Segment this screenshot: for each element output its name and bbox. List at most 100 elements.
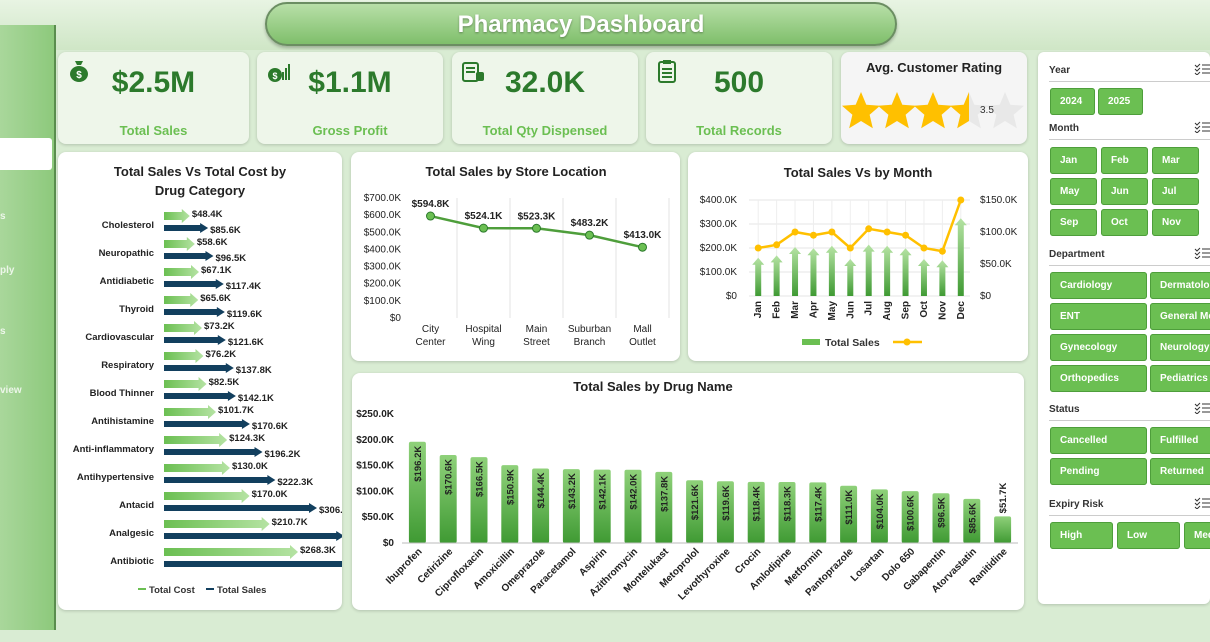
slicer-month-jul[interactable]: Jul	[1152, 178, 1199, 205]
sales-bar	[752, 257, 765, 296]
kpi-total-records: 500 Total Records	[646, 52, 832, 144]
nav-item-1[interactable]: s	[0, 211, 6, 222]
sales-bar	[164, 251, 214, 261]
chart-card-drug-name: Total Sales by Drug Name $0 $50.0K $100.0K $…	[352, 373, 1024, 610]
multi-select-icon[interactable]	[1194, 402, 1210, 414]
nav-active-item[interactable]	[0, 138, 52, 170]
chart-title: Total Sales Vs by Month	[784, 165, 933, 180]
category-label: Antihistamine	[91, 416, 154, 427]
category-label: Respiratory	[101, 360, 155, 371]
slicer-month-nov[interactable]: Nov	[1152, 209, 1199, 236]
nav-item-4[interactable]: view	[0, 385, 22, 396]
data-label: $111.0K	[844, 490, 855, 525]
data-label: $144.4K	[536, 472, 547, 508]
filter-panel: Year 2024 2025 Month Jan Feb Mar May Jun Jul Sep Oc…	[1038, 52, 1210, 604]
slicer-department-6[interactable]: Orthopedics	[1050, 365, 1147, 392]
slicer-expiry-med[interactable]: Med	[1184, 522, 1210, 549]
slicer-department-2[interactable]: ENT	[1050, 303, 1147, 330]
slicer-department-3[interactable]: General Me	[1150, 303, 1210, 330]
slicer-status-cancelled[interactable]: Cancelled	[1050, 427, 1147, 454]
slicer-status-fulfilled[interactable]: Fulfilled	[1150, 427, 1210, 454]
cost-bar	[164, 293, 199, 307]
legend-sales-swatch	[206, 588, 214, 590]
data-label: $96.5K	[937, 497, 948, 528]
multi-select-icon[interactable]	[1194, 63, 1210, 75]
cost-bar	[164, 489, 250, 503]
sales-bar	[501, 465, 519, 543]
y-tick-label: $150.0K	[356, 461, 395, 472]
nav-item-3[interactable]: s	[0, 326, 6, 337]
slicer-department-1[interactable]: Dermatolo	[1150, 272, 1210, 299]
slicer-month-may[interactable]: May	[1050, 178, 1097, 205]
kpi-gross-profit: $ $1.1M Gross Profit	[257, 52, 443, 144]
sales-bar	[809, 482, 827, 543]
slicer-year-2025[interactable]: 2025	[1098, 88, 1143, 115]
slicer-month-mar[interactable]: Mar	[1152, 147, 1199, 174]
data-point	[479, 223, 488, 233]
cost-value-label: $82.5K	[209, 377, 240, 388]
cost-bar	[164, 265, 200, 279]
kpi-value: $2.5M	[111, 66, 196, 99]
cost-bar	[164, 405, 217, 419]
multi-select-icon[interactable]	[1194, 497, 1210, 509]
sales-bar	[899, 248, 912, 296]
chart-drug-name: Total Sales by Drug Name $0 $50.0K $100.0K $…	[356, 379, 1018, 602]
data-label: $413.0K	[624, 230, 663, 241]
nav-item-2[interactable]: ply	[0, 265, 15, 276]
cost-value-label: $124.3K	[229, 433, 265, 444]
sales-bar	[862, 244, 875, 296]
sales-bar	[747, 481, 765, 543]
slicer-status-pending[interactable]: Pending	[1050, 458, 1147, 485]
sales-bar	[963, 498, 981, 543]
y-tick-label: $200.0K	[700, 243, 738, 254]
slicer-expiry-high[interactable]: High	[1050, 522, 1113, 549]
slicer-department-7[interactable]: Pediatrics	[1150, 365, 1210, 392]
sales-bar	[164, 391, 236, 401]
svg-text:$: $	[272, 71, 277, 81]
data-label: $523.3K	[518, 211, 557, 222]
y-tick-label: $0	[383, 538, 395, 549]
x-tick-label: Hospital Wing	[465, 324, 501, 348]
data-label: $121.6K	[690, 484, 701, 520]
x-tick-label: Dec	[956, 301, 967, 320]
sales-bar	[624, 469, 642, 543]
data-label: $142.1K	[598, 474, 609, 510]
slicer-month-jun[interactable]: Jun	[1101, 178, 1148, 205]
slicer-month-sep[interactable]: Sep	[1050, 209, 1097, 236]
data-point	[426, 211, 435, 221]
cost-value-label: $76.2K	[205, 349, 236, 360]
x-tick-label: Feb	[772, 301, 783, 319]
slicer-month-oct[interactable]: Oct	[1101, 209, 1148, 236]
slicer-department-0[interactable]: Cardiology	[1050, 272, 1147, 299]
cost-value-label: $130.0K	[232, 461, 268, 472]
multi-select-icon[interactable]	[1194, 247, 1210, 259]
slicer-month-feb[interactable]: Feb	[1101, 147, 1148, 174]
slicer-month-jan[interactable]: Jan	[1050, 147, 1097, 174]
slicer-status-returned[interactable]: Returned	[1150, 458, 1210, 485]
x-tick-label: Jul	[864, 301, 875, 316]
slicer-year-2024[interactable]: 2024	[1050, 88, 1095, 115]
kpi-value: $1.1M	[308, 66, 392, 99]
y-tick-label: $250.0K	[356, 409, 395, 420]
multi-select-icon[interactable]	[1194, 121, 1210, 133]
profit-chart-icon: $	[268, 64, 290, 82]
slicer-divider	[1049, 139, 1210, 140]
slicer-department-4[interactable]: Gynecology	[1050, 334, 1147, 361]
sales-bar	[408, 441, 426, 543]
cost-value-label: $67.1K	[201, 265, 232, 276]
sales-bar	[164, 531, 345, 541]
slicer-expiry-low[interactable]: Low	[1117, 522, 1180, 549]
sales-value-label: $117.4K	[226, 281, 262, 292]
data-label: $118.4K	[752, 486, 763, 522]
category-label: Antibiotic	[110, 556, 154, 567]
sales-bar	[163, 559, 393, 569]
star-empty-icon	[986, 92, 1024, 129]
sales-value-label: $119.6K	[227, 309, 263, 320]
cost-value-label: $268.3K	[300, 545, 336, 556]
secondary-line	[757, 199, 962, 253]
slicer-department-5[interactable]: Neurology	[1150, 334, 1210, 361]
data-label: $196.2K	[413, 446, 424, 482]
slicer-month-title: Month	[1049, 123, 1079, 134]
star-full-icon	[878, 92, 916, 129]
sales-bar	[716, 481, 734, 543]
